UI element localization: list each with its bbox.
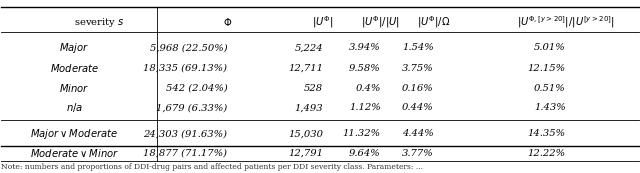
Text: 5,224: 5,224 <box>294 43 323 52</box>
Text: 0.4%: 0.4% <box>355 84 381 93</box>
Text: 1.12%: 1.12% <box>349 103 381 112</box>
Text: 1,493: 1,493 <box>294 103 323 112</box>
Text: $n/a$: $n/a$ <box>65 101 83 115</box>
Text: 1.54%: 1.54% <box>402 43 434 52</box>
Text: $Moderate$: $Moderate$ <box>49 62 99 75</box>
Text: $|U^{\Phi}|/\Omega$: $|U^{\Phi}|/\Omega$ <box>417 14 451 30</box>
Text: 542 (2.04%): 542 (2.04%) <box>166 84 227 93</box>
Text: 12,791: 12,791 <box>288 149 323 158</box>
Text: 3.94%: 3.94% <box>349 43 381 52</box>
Text: 528: 528 <box>304 84 323 93</box>
Text: $|U^{\Phi}|/|U|$: $|U^{\Phi}|/|U|$ <box>361 14 400 30</box>
Text: 15,030: 15,030 <box>288 129 323 138</box>
Text: 5,968 (22.50%): 5,968 (22.50%) <box>150 43 227 52</box>
Text: $|U^{\Phi,[y>20]}|/|U^{[y>20]}|$: $|U^{\Phi,[y>20]}|/|U^{[y>20]}|$ <box>517 14 614 30</box>
Text: 0.16%: 0.16% <box>402 84 434 93</box>
Text: severity $s$: severity $s$ <box>74 16 125 29</box>
Text: 12,711: 12,711 <box>288 64 323 73</box>
Text: 24,303 (91.63%): 24,303 (91.63%) <box>143 129 227 138</box>
Text: 3.77%: 3.77% <box>402 149 434 158</box>
Text: 18,877 (71.17%): 18,877 (71.17%) <box>143 149 227 158</box>
Text: 12.22%: 12.22% <box>528 149 566 158</box>
Text: 4.44%: 4.44% <box>402 129 434 138</box>
Text: 1.43%: 1.43% <box>534 103 566 112</box>
Text: 14.35%: 14.35% <box>528 129 566 138</box>
Text: 18,335 (69.13%): 18,335 (69.13%) <box>143 64 227 73</box>
Text: $\Phi$: $\Phi$ <box>223 16 232 28</box>
Text: 12.15%: 12.15% <box>528 64 566 73</box>
Text: Note: numbers and proportions of DDI-drug pairs and affected patients per DDI se: Note: numbers and proportions of DDI-dru… <box>1 163 422 171</box>
Text: 3.75%: 3.75% <box>402 64 434 73</box>
Text: 9.64%: 9.64% <box>349 149 381 158</box>
Text: $Major$: $Major$ <box>59 41 89 55</box>
Text: $|U^{\Phi}|$: $|U^{\Phi}|$ <box>312 14 334 30</box>
Text: $Major \vee Moderate$: $Major \vee Moderate$ <box>30 127 118 141</box>
Text: 0.51%: 0.51% <box>534 84 566 93</box>
Text: 1,679 (6.33%): 1,679 (6.33%) <box>156 103 227 112</box>
Text: 9.58%: 9.58% <box>349 64 381 73</box>
Text: 11.32%: 11.32% <box>342 129 381 138</box>
Text: $Minor$: $Minor$ <box>59 82 90 94</box>
Text: 5.01%: 5.01% <box>534 43 566 52</box>
Text: 0.44%: 0.44% <box>402 103 434 112</box>
Text: $Moderate \vee Minor$: $Moderate \vee Minor$ <box>29 147 119 160</box>
